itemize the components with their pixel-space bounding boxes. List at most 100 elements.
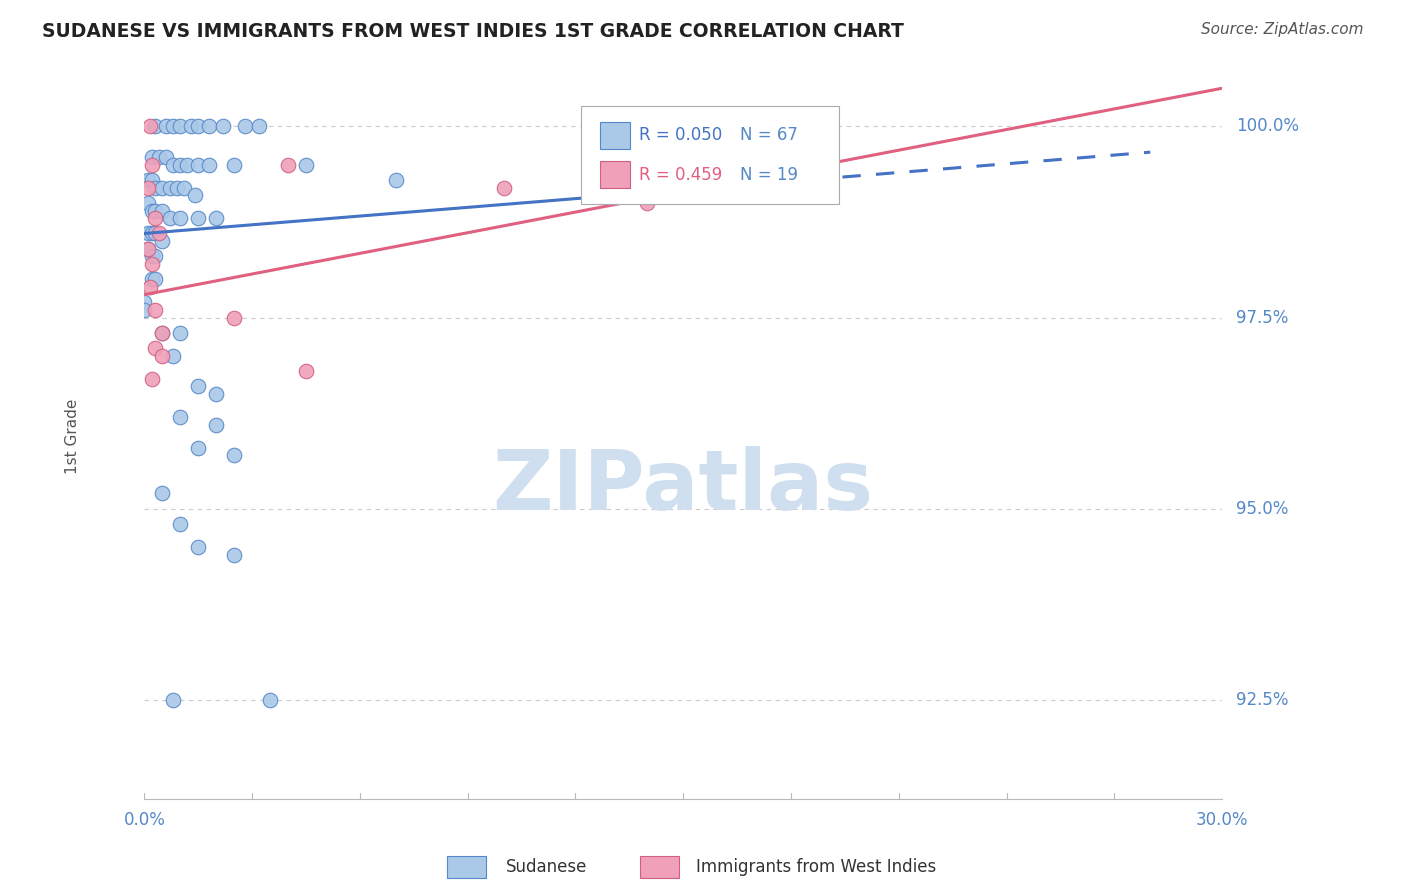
Point [180, 120, 202, 134]
Point [141, 150, 163, 164]
Point [139, 280, 162, 294]
Point [259, 692, 281, 706]
Point [155, 120, 177, 134]
Point [187, 211, 209, 226]
Point [136, 242, 159, 256]
Point [155, 150, 177, 164]
Text: 30.0%: 30.0% [1197, 811, 1249, 829]
Point [159, 211, 181, 226]
Point [224, 548, 246, 562]
Point [150, 486, 173, 500]
Text: N = 67: N = 67 [741, 127, 799, 145]
Point [169, 409, 191, 424]
Point [385, 173, 408, 187]
Point [636, 195, 658, 210]
Point [141, 272, 163, 286]
Point [169, 516, 191, 531]
Point [162, 349, 184, 363]
Point [136, 173, 159, 187]
Point [141, 173, 163, 187]
Text: ZIPatlas: ZIPatlas [492, 446, 873, 527]
Text: 92.5%: 92.5% [1236, 690, 1289, 709]
Point [139, 120, 162, 134]
Point [148, 227, 170, 241]
Point [141, 257, 163, 271]
Point [233, 120, 256, 134]
Text: N = 19: N = 19 [741, 166, 799, 184]
Text: 1st Grade: 1st Grade [65, 399, 80, 474]
Point [277, 158, 299, 172]
Point [169, 211, 191, 226]
Text: 0.0%: 0.0% [124, 811, 166, 829]
Point [150, 326, 173, 340]
Point [162, 120, 184, 134]
Point [136, 195, 159, 210]
Point [143, 302, 166, 317]
Point [143, 203, 166, 218]
Point [187, 540, 209, 554]
Text: R = 0.050: R = 0.050 [640, 127, 723, 145]
Point [150, 349, 173, 363]
Text: Immigrants from West Indies: Immigrants from West Indies [696, 858, 936, 876]
Point [492, 180, 515, 194]
Point [173, 180, 195, 194]
Text: 100.0%: 100.0% [1236, 118, 1299, 136]
Point [169, 326, 191, 340]
Point [295, 364, 318, 378]
Point [205, 417, 228, 432]
Point [224, 310, 246, 325]
Point [187, 379, 209, 393]
Point [187, 158, 209, 172]
Point [198, 158, 221, 172]
Text: SUDANESE VS IMMIGRANTS FROM WEST INDIES 1ST GRADE CORRELATION CHART: SUDANESE VS IMMIGRANTS FROM WEST INDIES … [42, 22, 904, 41]
Point [136, 242, 159, 256]
Point [224, 158, 246, 172]
Point [198, 120, 221, 134]
Point [247, 120, 270, 134]
Point [141, 203, 163, 218]
Point [205, 211, 228, 226]
Point [148, 150, 170, 164]
Bar [600, 161, 630, 188]
Point [143, 249, 166, 263]
Point [169, 120, 191, 134]
Point [134, 295, 156, 310]
FancyBboxPatch shape [581, 105, 839, 203]
Point [143, 211, 166, 226]
Point [150, 203, 173, 218]
Text: Source: ZipAtlas.com: Source: ZipAtlas.com [1201, 22, 1364, 37]
Point [162, 158, 184, 172]
Point [143, 341, 166, 355]
Point [143, 227, 166, 241]
Text: Sudanese: Sudanese [506, 858, 588, 876]
Point [150, 180, 173, 194]
Point [159, 180, 181, 194]
Point [141, 372, 163, 386]
Point [295, 158, 318, 172]
Point [183, 188, 205, 202]
Text: 97.5%: 97.5% [1236, 309, 1289, 326]
Point [143, 120, 166, 134]
Point [212, 120, 235, 134]
Point [141, 227, 163, 241]
Text: 95.0%: 95.0% [1236, 500, 1289, 517]
Point [150, 234, 173, 248]
Point [780, 158, 803, 172]
Point [136, 180, 159, 194]
Point [187, 120, 209, 134]
Point [143, 272, 166, 286]
Point [143, 180, 166, 194]
Point [141, 249, 163, 263]
Bar [600, 122, 630, 149]
Point [134, 302, 156, 317]
Point [176, 158, 198, 172]
Point [141, 158, 163, 172]
Point [166, 180, 188, 194]
Point [162, 692, 184, 706]
Point [169, 158, 191, 172]
Point [224, 448, 246, 462]
Point [205, 387, 228, 401]
Text: R = 0.459: R = 0.459 [640, 166, 723, 184]
Point [187, 441, 209, 455]
Point [136, 227, 159, 241]
